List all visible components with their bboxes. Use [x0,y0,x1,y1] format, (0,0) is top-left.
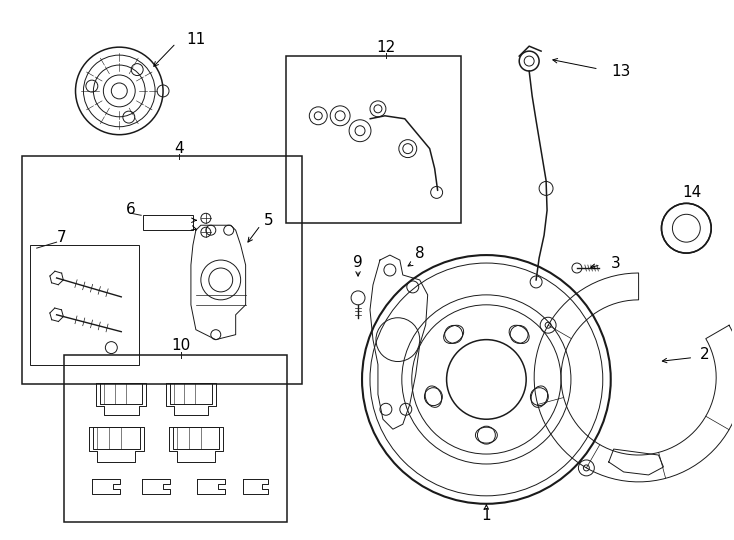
Text: 14: 14 [683,185,702,200]
Text: 1: 1 [482,508,491,523]
Text: 10: 10 [171,338,191,353]
Text: 12: 12 [377,39,396,55]
Text: 6: 6 [126,202,136,217]
Text: 5: 5 [264,213,273,228]
Text: 4: 4 [174,141,184,156]
Bar [286,56,460,223]
Bar [30,245,139,364]
Text: 2: 2 [700,347,709,362]
Bar [22,156,302,384]
Bar [143,215,193,230]
Text: 7: 7 [57,230,66,245]
Text: 9: 9 [353,254,363,269]
Bar [64,355,288,522]
Text: 11: 11 [186,32,206,46]
Text: 3: 3 [611,255,620,271]
Text: 8: 8 [415,246,424,261]
Text: 13: 13 [611,64,631,78]
